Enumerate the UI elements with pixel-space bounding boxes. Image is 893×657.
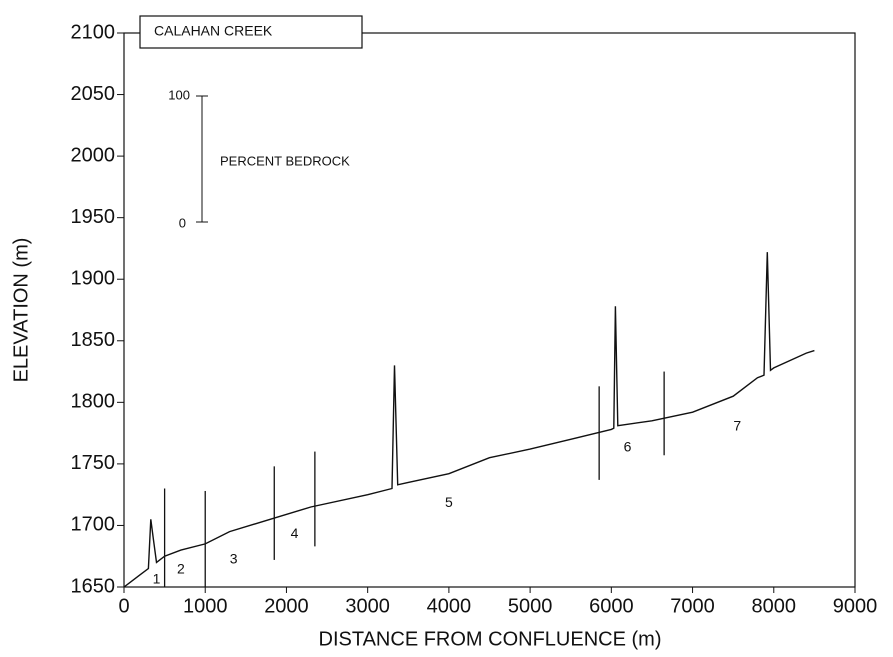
scale-top-label: 100 xyxy=(168,87,190,102)
y-tick-label: 1900 xyxy=(71,268,116,290)
x-tick-label: 7000 xyxy=(670,595,715,617)
x-tick-label: 1000 xyxy=(183,595,228,617)
x-tick-label: 6000 xyxy=(589,595,634,617)
reach-label: 6 xyxy=(624,439,632,455)
reach-label: 2 xyxy=(177,560,185,576)
y-tick-label: 1800 xyxy=(71,391,116,413)
reach-label: 4 xyxy=(291,525,299,541)
x-tick-label: 2000 xyxy=(264,595,309,617)
reach-label: 7 xyxy=(733,418,741,434)
profile-line xyxy=(123,252,815,588)
y-tick-label: 1700 xyxy=(71,514,116,536)
x-tick-label: 4000 xyxy=(427,595,472,617)
x-tick-label: 0 xyxy=(118,595,129,617)
reach-label: 1 xyxy=(153,570,161,586)
y-tick-label: 2000 xyxy=(71,144,116,166)
y-tick-label: 1650 xyxy=(71,575,116,597)
chart-title: CALAHAN CREEK xyxy=(154,23,273,39)
y-tick-label: 1750 xyxy=(71,452,116,474)
title-box xyxy=(139,15,363,49)
scale-label: PERCENT BEDROCK xyxy=(220,153,350,168)
reach-label: 3 xyxy=(230,551,238,567)
reach-label: 5 xyxy=(445,494,453,510)
y-tick-label: 2100 xyxy=(71,21,116,43)
y-tick-label: 1850 xyxy=(71,329,116,351)
scale-bottom-label: 0 xyxy=(179,215,186,230)
y-tick-label: 2050 xyxy=(71,83,116,105)
y-axis-label: ELEVATION (m) xyxy=(10,238,32,383)
x-tick-label: 9000 xyxy=(833,595,878,617)
x-tick-label: 3000 xyxy=(345,595,390,617)
x-tick-label: 5000 xyxy=(508,595,553,617)
plot-frame xyxy=(123,32,856,588)
x-axis-label: DISTANCE FROM CONFLUENCE (m) xyxy=(319,628,662,650)
y-tick-label: 1950 xyxy=(71,206,116,228)
x-tick-label: 8000 xyxy=(752,595,797,617)
